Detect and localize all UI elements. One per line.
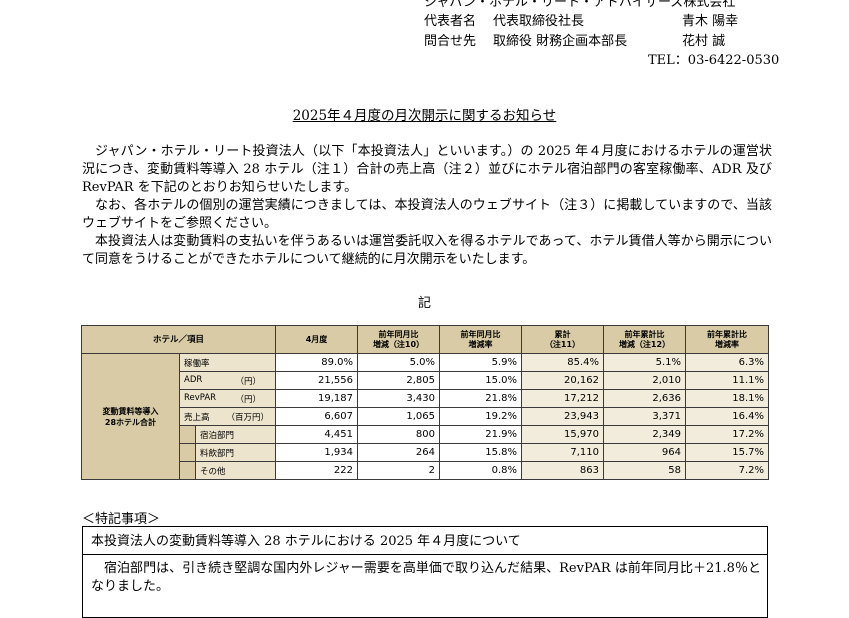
table-row: 宿泊部門 4,451 800 21.9% 15,970 2,349 17.2%	[82, 425, 770, 444]
table-cell: 20,162	[521, 371, 605, 390]
table-cell: 222	[275, 461, 359, 480]
row-label: RevPAR （円）	[178, 389, 277, 408]
table-cell: 21,556	[275, 371, 359, 390]
table-cell: 2,805	[357, 371, 441, 390]
special-notes-heading: ＜特記事項＞	[82, 512, 161, 527]
table-cell: 264	[357, 443, 441, 462]
indent-cell	[179, 443, 196, 462]
ki-marker: 記	[417, 296, 431, 311]
table-cell: 6.3%	[685, 353, 770, 372]
table-cell: 15.7%	[685, 443, 770, 462]
table-cell: 5.9%	[439, 353, 523, 372]
contact-name: 花村 誠	[682, 34, 726, 49]
contact-label: 問合せ先	[424, 34, 477, 49]
table-cell: 15.8%	[439, 443, 523, 462]
paragraph-2: なお、各ホテルの個別の運営実績につきましては、本投資法人のウェブサイト（注３）に…	[82, 198, 772, 231]
header-cumulative: 累計 （注11）	[521, 325, 605, 354]
special-notes-body: 宿泊部門は、引き続き堅調な国内外レジャー需要を高単価で取り込んだ結果、RevPA…	[91, 561, 761, 594]
table-cell: 5.1%	[603, 353, 687, 372]
table-cell: 863	[521, 461, 605, 480]
header-yoy-rate: 前年同月比 増減率	[439, 325, 523, 354]
table-row: RevPAR （円） 19,187 3,430 21.8% 17,212 2,63…	[82, 389, 770, 408]
table-cell: 85.4%	[521, 353, 605, 372]
table-cell: 7.2%	[685, 461, 770, 480]
table-cell: 0.8%	[439, 461, 523, 480]
table-cell: 7,110	[521, 443, 605, 462]
indent-cell	[179, 461, 196, 480]
special-notes-box: 本投資法人の変動賃料等導入 28 ホテルにおける 2025 年４月度について 宿…	[82, 526, 768, 618]
table-cell: 17,212	[521, 389, 605, 408]
row-label: ADR （円）	[178, 371, 277, 390]
table-cell: 19.2%	[439, 407, 523, 426]
table-row: 変動賃料等導入 28ホテル合計 稼働率 89.0% 5.0% 5.9% 85.4…	[81, 353, 770, 480]
table-cell: 2	[357, 461, 441, 480]
table-cell: 2,636	[603, 389, 687, 408]
rep-title: 代表取締役社長	[493, 14, 585, 29]
contact-tel: TEL：03-6422-0530	[648, 53, 780, 68]
table-cell: 16.4%	[685, 407, 770, 426]
document-title: 2025年４月度の月次開示に関するお知らせ	[292, 108, 557, 124]
contact-title: 取締役 財務企画本部長	[493, 34, 628, 49]
special-notes-title: 本投資法人の変動賃料等導入 28 ホテルにおける 2025 年４月度について	[91, 534, 521, 549]
issuer-company: ジャパン・ホテル・リート・アドバイザーズ株式会社	[424, 0, 736, 10]
table-cell: 3,371	[603, 407, 687, 426]
paragraph-3: 本投資法人は変動賃料の支払いを伴うあるいは運営委託収入を得るホテルであって、ホテ…	[82, 234, 772, 267]
row-label: 宿泊部門	[194, 425, 277, 444]
header-cum-change: 前年累計比 増減（注12）	[603, 325, 687, 354]
table-cell: 11.1%	[685, 371, 770, 390]
table-cell: 15.0%	[439, 371, 523, 390]
header-hotel-item: ホテル／項目	[80, 325, 277, 354]
row-label: 稼働率	[178, 353, 277, 372]
table-cell: 5.0%	[357, 353, 441, 372]
table-cell: 58	[603, 461, 687, 480]
table-cell: 964	[603, 443, 687, 462]
table-cell: 6,607	[275, 407, 359, 426]
table-cell: 21.8%	[439, 389, 523, 408]
table-cell: 1,065	[357, 407, 441, 426]
header-month: 4月度	[275, 325, 359, 354]
table-cell: 89.0%	[275, 353, 359, 372]
table-cell: 15,970	[521, 425, 605, 444]
table-row: 料飲部門 1,934 264 15.8% 7,110 964 15.7%	[82, 443, 770, 462]
indent-cell	[179, 425, 196, 444]
header-cum-rate: 前年累計比 増減率	[685, 325, 770, 354]
header-yoy-change: 前年同月比 増減（注10）	[357, 325, 441, 354]
table-row: ADR （円） 21,556 2,805 15.0% 20,162 2,010 1…	[82, 371, 770, 390]
group-label: 変動賃料等導入 28ホテル合計	[81, 353, 180, 480]
table-cell: 2,349	[603, 425, 687, 444]
row-label: その他	[194, 461, 277, 480]
table-cell: 23,943	[521, 407, 605, 426]
rep-label: 代表者名	[424, 14, 477, 29]
table-header-row: ホテル／項目 4月度 前年同月比 増減（注10） 前年同月比 増減率 累計 （注…	[80, 325, 770, 354]
table-cell: 4,451	[275, 425, 359, 444]
table-cell: 2,010	[603, 371, 687, 390]
paragraph-1: ジャパン・ホテル・リート投資法人（以下「本投資法人」といいます。）の 2025 …	[82, 144, 772, 195]
table-cell: 17.2%	[685, 425, 770, 444]
rep-name: 青木 陽幸	[682, 14, 739, 29]
row-label: 売上高 （百万円）	[178, 407, 277, 426]
table-row: 売上高 （百万円） 6,607 1,065 19.2% 23,943 3,371 …	[82, 407, 770, 426]
divider	[83, 554, 767, 555]
monthly-results-table: ホテル／項目 4月度 前年同月比 増減（注10） 前年同月比 増減率 累計 （注…	[80, 325, 770, 480]
table-cell: 19,187	[275, 389, 359, 408]
table-row: その他 222 2 0.8% 863 58 7.2%	[82, 461, 770, 480]
row-label: 料飲部門	[194, 443, 277, 462]
table-cell: 1,934	[275, 443, 359, 462]
table-cell: 800	[357, 425, 441, 444]
table-cell: 21.9%	[439, 425, 523, 444]
table-cell: 18.1%	[685, 389, 770, 408]
table-cell: 3,430	[357, 389, 441, 408]
